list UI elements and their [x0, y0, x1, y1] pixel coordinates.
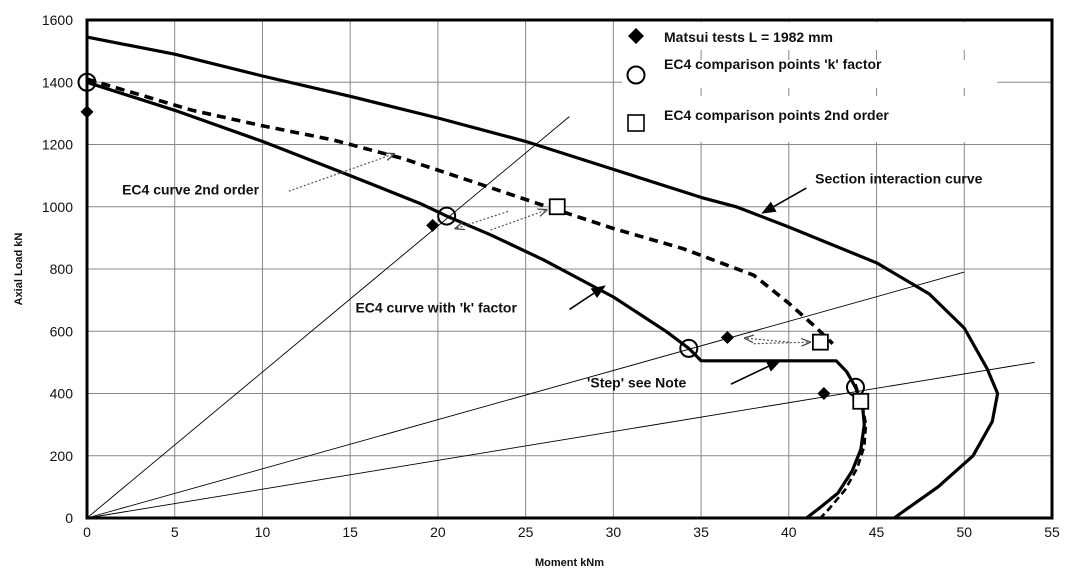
grid: [86, 19, 1053, 519]
y-tick-label: 400: [50, 386, 74, 402]
y-tick-label: 600: [50, 323, 74, 339]
second-order-point: [548, 198, 566, 216]
legend-second-order-symbol: [627, 114, 645, 132]
series-section-interaction-curve: [86, 35, 1000, 520]
annotation-section: Section interaction curve: [815, 170, 982, 186]
second-order-point: [812, 333, 829, 351]
legend-bg-2: [622, 60, 997, 88]
k-factor-point: [437, 206, 457, 226]
y-tick-label: 0: [65, 510, 73, 526]
matsui-test-point: [720, 330, 734, 344]
x-tick-label: 25: [518, 524, 534, 540]
x-tick-label: 20: [430, 524, 446, 540]
x-tick-label: 15: [342, 524, 358, 540]
arrow-section-arrow: [761, 187, 807, 214]
legend-k-factor-label: EC4 comparison points 'k' factor: [664, 56, 882, 72]
annotation-step: 'Step' see Note: [587, 374, 686, 390]
second-order-point: [852, 392, 870, 410]
series-ec4-2nd-order-curve: [86, 77, 834, 345]
x-tick-label: 10: [255, 524, 271, 540]
y-tick-label: 1600: [42, 12, 73, 28]
legend-bg-1: [622, 22, 997, 50]
arrow-step-arrow: [730, 360, 782, 385]
x-tick-label: 45: [869, 524, 885, 540]
k-factor-point: [679, 338, 699, 358]
legend-matsui-symbol: [628, 28, 644, 44]
arrow-kfactor-arrow: [569, 285, 606, 311]
compare-top-b-arrow: [490, 210, 547, 231]
x-tick-label: 30: [606, 524, 622, 540]
legend-bg-3: [622, 96, 997, 142]
y-tick-label: 1200: [42, 137, 73, 153]
y-tick-label: 800: [50, 261, 74, 277]
compare-mid-b-arrow: [753, 342, 810, 344]
legend-matsui-label: Matsui tests L = 1982 mm: [664, 29, 833, 45]
x-tick-label: 50: [956, 524, 972, 540]
series-ray-low: [86, 361, 1035, 519]
arrow-ec4-2nd-arrow: [288, 154, 394, 192]
x-tick-label: 55: [1044, 524, 1060, 540]
annotation-ec4-2nd: EC4 curve 2nd order: [122, 181, 259, 197]
matsui-test-point: [817, 387, 831, 400]
x-tick-label: 5: [171, 524, 179, 540]
y-tick-label: 200: [50, 448, 74, 464]
x-axis-title: Moment kNm: [535, 557, 604, 569]
plot-frame: [85, 18, 1054, 520]
y-axis-title: Axial Load kN: [13, 233, 25, 306]
compare-top-a-arrow: [455, 210, 509, 228]
x-tick-label: 0: [83, 524, 91, 540]
series-ray-mid: [86, 271, 965, 519]
y-tick-label: 1400: [42, 74, 73, 90]
matsui-test-point: [426, 218, 440, 232]
compare-mid-a-arrow: [745, 338, 789, 342]
legend-second-order-label: EC4 comparison points 2nd order: [664, 107, 889, 123]
x-tick-label: 40: [781, 524, 797, 540]
annotation-ec4-k: EC4 curve with 'k' factor: [355, 300, 517, 316]
x-tick-label: 35: [693, 524, 709, 540]
series-ray-steep: [86, 116, 570, 519]
legend-k-factor-symbol: [626, 65, 646, 85]
y-tick-label: 1000: [42, 199, 73, 215]
series-ec4-k-factor-curve: [86, 80, 866, 520]
